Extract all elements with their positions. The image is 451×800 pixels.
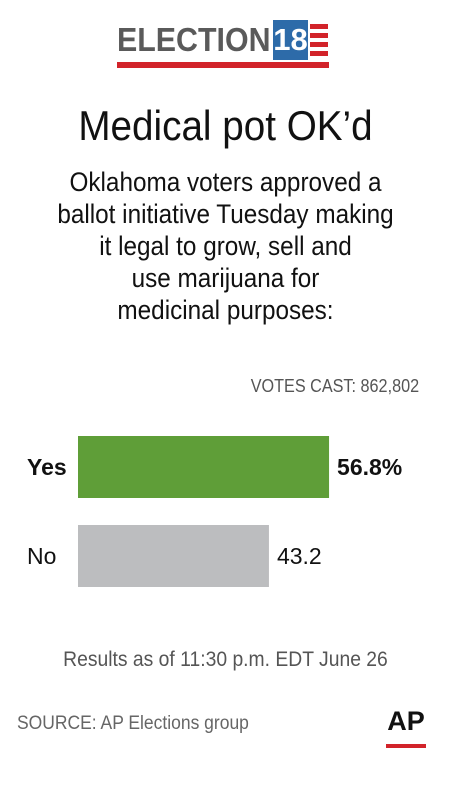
bar-category-label: Yes <box>27 454 67 480</box>
flag-stripes-icon <box>310 24 328 60</box>
source-credit: SOURCE: AP Elections group <box>17 713 249 734</box>
ap-logo-underline <box>386 744 426 748</box>
headline: Medical pot OK’d <box>78 102 373 149</box>
subtitle-line: it legal to grow, sell and <box>99 231 352 261</box>
election-18-logo: ELECTION 18 <box>117 20 329 68</box>
subtitle-line: use marijuana for <box>131 263 320 293</box>
subtitle-line: medicinal purposes: <box>117 295 334 325</box>
results-bar-chart: Yes 56.8% No 43.2 <box>27 436 402 587</box>
logo-word: ELECTION <box>117 21 271 58</box>
bar-category-label: No <box>27 543 56 569</box>
logo-underline <box>117 62 329 68</box>
bar-value-label: 56.8% <box>337 454 402 480</box>
ap-logo: AP <box>386 706 426 748</box>
bar-yes <box>78 436 330 498</box>
bar-no <box>78 525 269 587</box>
results-note: Results as of 11:30 p.m. EDT June 26 <box>0 648 451 672</box>
bar-value-label: 43.2 <box>277 543 322 569</box>
subtitle: Oklahoma voters approved a ballot initia… <box>0 166 451 326</box>
subtitle-line: ballot initiative Tuesday making <box>57 199 394 229</box>
subtitle-line: Oklahoma voters approved a <box>69 167 382 197</box>
logo-number: 18 <box>273 22 308 57</box>
results-note-text: Results as of 11:30 p.m. EDT June 26 <box>63 648 388 671</box>
logo-number-box: 18 <box>273 20 308 60</box>
ap-logo-text: AP <box>387 706 425 736</box>
votes-cast: VOTES CAST: 862,802 <box>250 376 419 396</box>
